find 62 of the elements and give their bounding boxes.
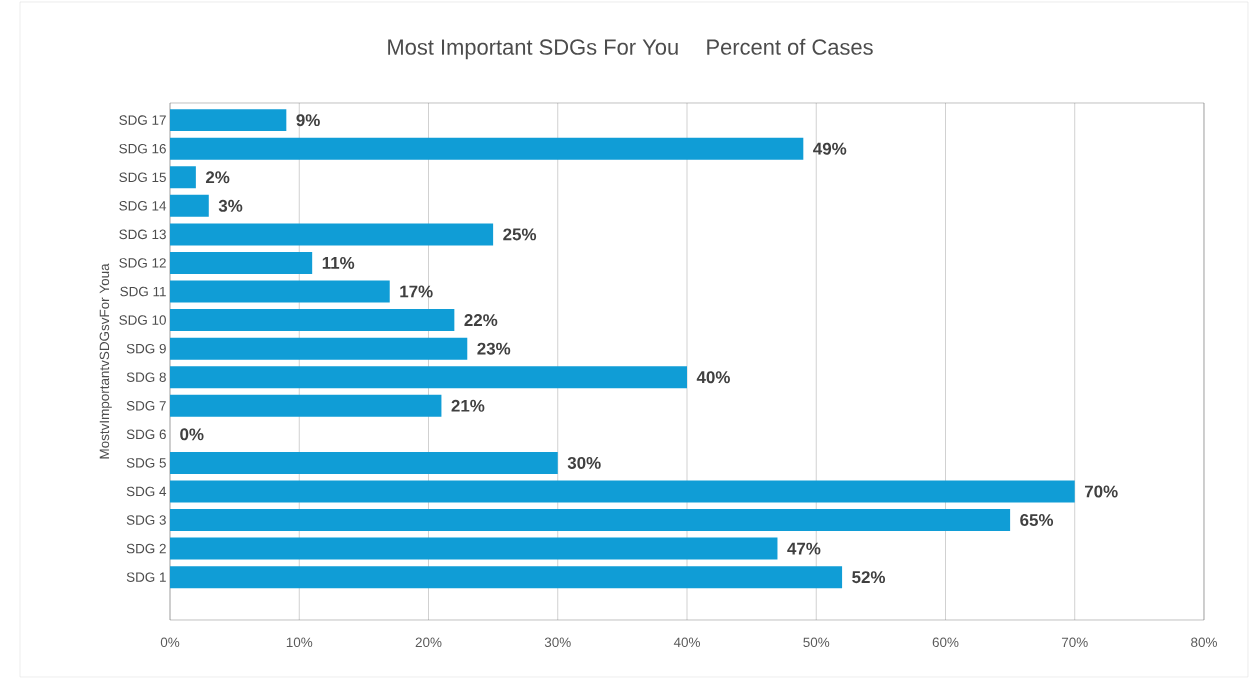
data-label: 23% [477,342,511,355]
bar [170,366,687,389]
y-tick-label: SDG 4 [126,486,167,497]
y-tick-label: SDG 15 [119,172,166,183]
x-tick-label: 70% [1061,637,1088,648]
y-tick-label: SDG 16 [119,143,166,154]
bar [170,251,313,274]
x-tick-label: 50% [803,637,830,648]
bar [170,223,494,246]
bar [170,194,209,217]
data-label: 2% [205,171,230,184]
bar [170,309,455,332]
y-tick-label: SDG 3 [126,515,166,525]
chart-subtitle: Percent of Cases [707,38,873,55]
bar [170,280,390,303]
data-label: 49% [813,142,847,155]
y-tick-label: SDG 5 [126,458,166,468]
y-tick-label: SDG 10 [119,315,166,325]
data-label: 30% [567,456,601,469]
x-tick-label: 20% [415,637,442,648]
x-tick-label: 40% [673,637,700,648]
bar [170,394,442,417]
data-label: 40% [696,371,730,384]
x-tick-label: 60% [932,637,959,648]
data-label: 22% [464,314,498,327]
data-label: 17% [400,285,433,298]
bar [170,451,558,474]
bar [170,480,1075,503]
x-tick-label: 10% [286,637,313,648]
y-tick-label: SDG 6 [126,429,166,440]
bar [170,166,196,189]
data-label: 65% [1020,514,1054,527]
y-tick-label: SDG 8 [126,372,166,382]
data-label: 9% [296,114,320,127]
y-tick-label: SDG 12 [119,258,166,268]
y-tick-label: SDG 14 [119,201,167,211]
y-tick-label: SDG 7 [126,401,166,411]
y-axis-title: MostvImportantvSDGsvFor Youa [99,263,112,459]
bar [170,566,843,589]
data-label: 47% [787,542,821,555]
y-tick-label: SDG 13 [119,229,166,240]
data-label: 21% [451,399,485,412]
bar [170,509,1011,532]
data-label: 0% [180,428,204,441]
x-tick-label: 80% [1191,637,1217,648]
data-label: 25% [503,228,537,241]
y-tick-label: SDG 1 [126,572,166,582]
y-tick-label: SDG 2 [126,543,166,554]
x-tick-label: 0% [160,637,180,648]
data-label: 3% [218,199,243,212]
data-label: 52% [852,571,886,584]
y-tick-label: SDG 17 [119,115,166,125]
y-tick-label: SDG 9 [126,343,166,354]
data-label: 70% [1084,485,1118,498]
y-tick-label: SDG 11 [120,286,166,297]
x-tick-label: 30% [544,637,571,648]
bar [170,137,804,160]
bar [170,537,778,560]
chart-title: Most Important SDGs For You [388,39,678,60]
data-label: 11% [322,256,355,269]
bar [170,337,468,360]
bar [170,109,287,132]
